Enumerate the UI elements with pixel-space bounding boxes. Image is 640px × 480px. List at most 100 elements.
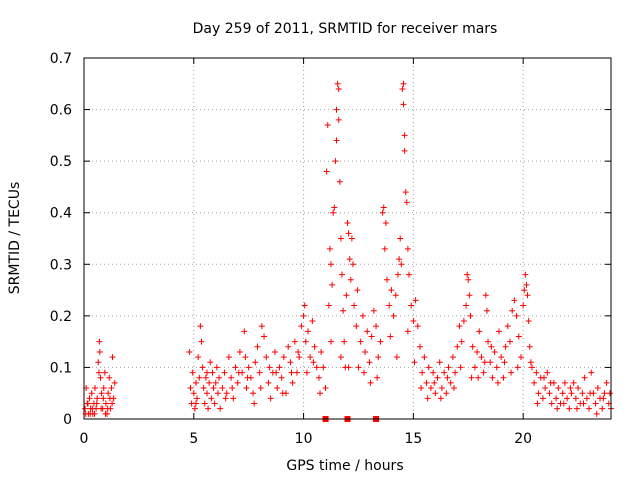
data-point [382,220,389,227]
data-point [307,354,314,361]
data-point [463,302,470,309]
data-point [579,390,586,397]
data-point [203,369,210,376]
data-point [575,385,582,392]
data-point [192,400,199,407]
data-point [192,379,199,386]
plot-frame [83,57,612,420]
data-point [206,379,213,386]
data-point [236,348,243,355]
data-point [390,312,397,319]
data-point [328,261,335,268]
data-point [228,374,235,381]
data-point [496,328,503,335]
data-point [334,80,341,87]
data-point [207,359,214,366]
data-point [494,379,501,386]
data-point [554,405,561,412]
data-point [375,354,382,361]
data-point [501,359,508,366]
data-point [337,354,344,361]
data-point [517,354,524,361]
x-tick-label: 10 [295,431,313,447]
data-point [401,147,408,154]
data-point [377,338,384,345]
data-point [478,354,485,361]
data-point [425,364,432,371]
data-point [98,390,105,397]
data-point [487,359,494,366]
x-tick-label: 0 [80,431,89,447]
data-point [400,80,407,87]
data-point [514,364,521,371]
data-point [489,374,496,381]
data-point [104,405,111,412]
data-point [592,400,599,407]
data-point [410,318,417,325]
data-point [344,220,351,227]
data-point [94,395,101,402]
data-point [364,328,371,335]
data-point [336,178,343,185]
data-point [221,369,228,376]
data-point [96,348,103,355]
data-point [349,261,356,268]
data-point [328,338,335,345]
data-point [457,364,464,371]
data-point [296,354,303,361]
data-point [243,385,250,392]
data-point [449,354,456,361]
data-point [274,385,281,392]
y-tick-label: 0.3 [50,257,72,273]
data-point [588,369,595,376]
data-point [547,379,554,386]
data-point [333,137,340,144]
data-point [593,410,600,417]
data-point [250,390,257,397]
data-point [343,292,350,299]
data-point [522,271,529,278]
data-point [273,369,280,376]
data-point [276,364,283,371]
data-point [402,189,409,196]
data-point [488,343,495,350]
data-point [287,359,294,366]
data-point [531,379,538,386]
data-point [445,364,452,371]
data-point [82,405,89,412]
data-point [95,369,102,376]
data-point [199,364,206,371]
data-point [581,374,588,381]
data-point [266,364,273,371]
data-point [278,374,285,381]
data-point [587,390,594,397]
data-point [86,395,93,402]
data-point [444,374,451,381]
data-point [469,343,476,350]
data-point [466,292,473,299]
data-point [288,369,295,376]
data-point [419,369,426,376]
data-point [234,379,241,386]
data-point [534,400,541,407]
data-point [454,343,461,350]
data-point [427,385,434,392]
data-point [506,338,513,345]
data-point [416,343,423,350]
data-point [257,385,264,392]
data-point [187,385,194,392]
data-point [295,348,302,355]
data-point [212,379,219,386]
data-point [214,390,221,397]
data-point [368,333,375,340]
data-point [98,405,105,412]
data-point [513,312,520,319]
data-point [263,354,270,361]
data-point [354,287,361,294]
data-point [460,318,467,325]
data-point [555,385,562,392]
data-point [392,292,399,299]
data-point [301,302,308,309]
data-point [108,385,115,392]
data-point [520,302,527,309]
